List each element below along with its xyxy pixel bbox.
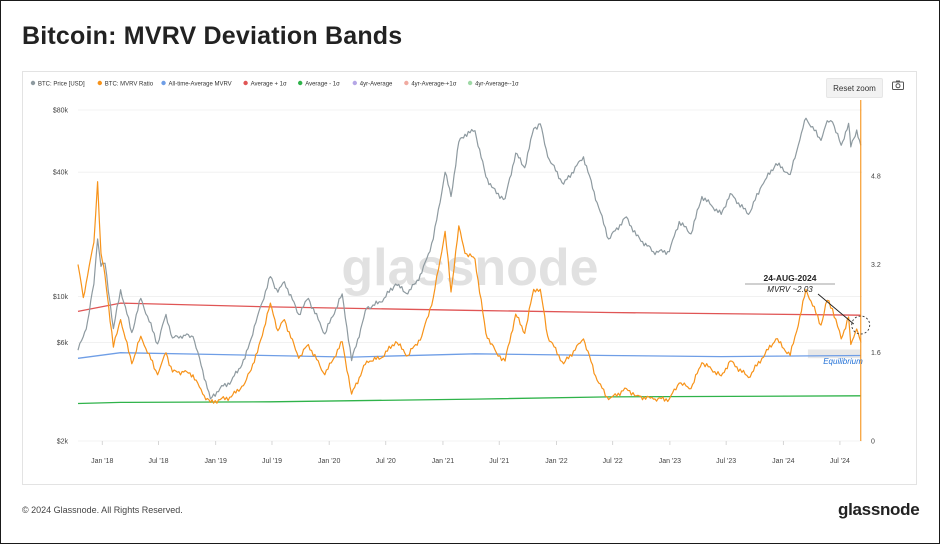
y-right-tick-label: 0	[871, 439, 875, 446]
y-left-tick-label: $6k	[57, 340, 69, 347]
x-tick-label: Jul '18	[149, 458, 169, 465]
annotation-circle	[851, 315, 871, 335]
x-tick-label: Jul '24	[830, 458, 850, 465]
legend-item[interactable]: BTC: Price [USD]	[30, 80, 85, 88]
legend-item[interactable]: BTC: MVRV Ratio	[97, 80, 154, 88]
x-tick-label: Jan '24	[772, 458, 794, 465]
x-tick-label: Jan '23	[659, 458, 681, 465]
x-tick-label: Jan '19	[205, 458, 227, 465]
series-line	[77, 302, 861, 316]
y-left-tick-label: $2k	[57, 439, 69, 446]
legend-label: Average - 1σ	[305, 82, 340, 88]
y-right-tick-label: 3.2	[871, 262, 881, 269]
equilibrium-highlight	[807, 349, 861, 359]
legend-label: 4yr-Average--1σ	[475, 82, 519, 88]
legend-item[interactable]: Average - 1σ	[298, 80, 340, 88]
series-line	[77, 117, 862, 400]
chart-annotations: 24-AUG-2024 MVRV ~2.03 Equilibrium	[745, 273, 871, 366]
series-line	[77, 352, 861, 359]
legend-label: BTC: Price [USD]	[38, 82, 85, 88]
x-tick-label: Jul '20	[376, 458, 396, 465]
y-left-tick-label: $40k	[53, 170, 69, 177]
annotation-date: 24-AUG-2024	[764, 273, 817, 283]
legend-item[interactable]: 4yr-Average-+1σ	[404, 80, 457, 88]
x-tick-label: Jan '22	[545, 458, 567, 465]
legend-item[interactable]: 4yr-Average--1σ	[467, 80, 519, 88]
x-tick-label: Jul '22	[603, 458, 623, 465]
legend-label: 4yr-Average-+1σ	[411, 82, 456, 88]
equilibrium-band	[807, 349, 861, 359]
legend-item[interactable]: All-time-Average MVRV	[161, 80, 232, 88]
x-tick-label: Jan '21	[432, 458, 454, 465]
y-right-tick-label: 4.8	[871, 174, 881, 181]
reset-zoom-button[interactable]: Reset zoom	[826, 78, 883, 98]
legend-item[interactable]: Average + 1σ	[243, 80, 287, 88]
y-right-tick-label: 1.6	[871, 350, 881, 357]
chart-legend: BTC: Price [USD] BTC: MVRV Ratio All-time-…	[30, 80, 519, 88]
x-tick-label: Jan '20	[318, 458, 340, 465]
legend-swatch	[97, 80, 103, 86]
page-title: Bitcoin: MVRV Deviation Bands	[22, 22, 403, 50]
footer-copyright: © 2024 Glassnode. All Rights Reserved.	[22, 505, 183, 515]
annotation-arrow	[817, 293, 855, 325]
legend-label: BTC: MVRV Ratio	[105, 82, 154, 88]
chart-axes: $80k $40k $10k $6k $2k 4.8 3.2 1.6 0 Jan '18 Jul '…	[53, 108, 881, 466]
legend-swatch	[352, 80, 357, 86]
chart-lines	[77, 100, 862, 441]
legend-label: All-time-Average MVRV	[169, 82, 232, 88]
y-left-tick-label: $80k	[53, 108, 69, 115]
legend-swatch	[404, 80, 409, 86]
legend-swatch	[161, 80, 166, 86]
legend-swatch	[30, 80, 36, 86]
chart-panel	[22, 71, 917, 485]
x-tick-label: Jul '23	[716, 458, 736, 465]
legend-item[interactable]: 4yr-Average	[352, 80, 393, 88]
legend-swatch	[467, 80, 473, 86]
series-line	[77, 181, 862, 404]
equilibrium-label: Equilibrium	[823, 357, 863, 366]
x-tick-label: Jul '21	[489, 458, 509, 465]
footer-brand-logo: glassnode	[838, 500, 920, 519]
legend-label: Average + 1σ	[251, 82, 287, 88]
legend-swatch	[298, 80, 303, 86]
legend-swatch	[243, 80, 248, 86]
watermark: glassnode	[341, 239, 598, 297]
camera-icon[interactable]	[892, 80, 904, 90]
legend-label: 4yr-Average	[360, 82, 393, 88]
annotation-value: MVRV ~2.03	[767, 285, 813, 294]
y-left-tick-label: $10k	[53, 294, 69, 301]
x-tick-label: Jul '19	[262, 458, 282, 465]
x-tick-label: Jan '18	[91, 458, 113, 465]
chart-grid	[78, 109, 862, 442]
series-line	[77, 395, 861, 405]
